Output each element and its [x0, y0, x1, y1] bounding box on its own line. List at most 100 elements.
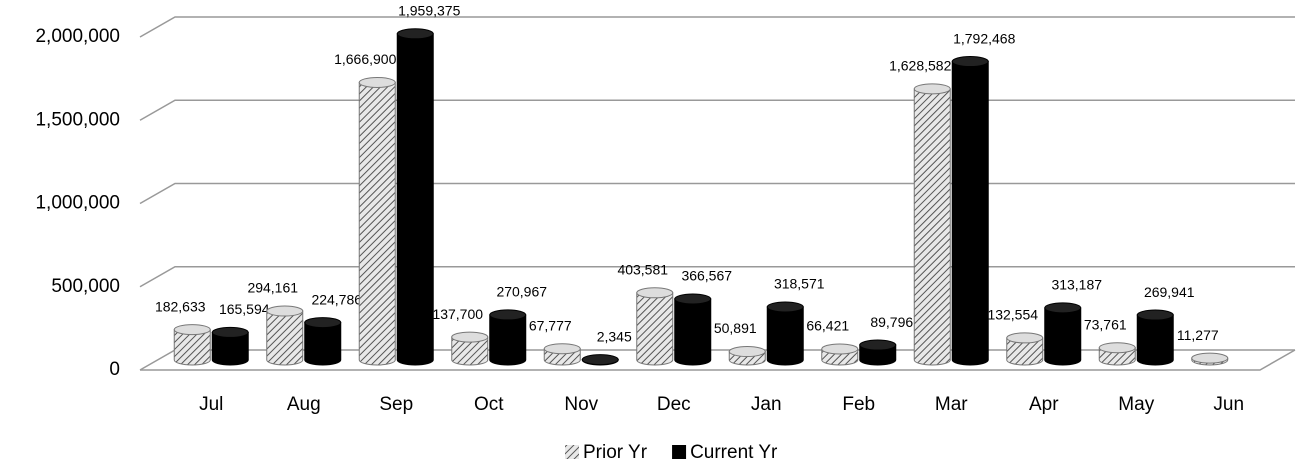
bar: [913, 83, 951, 366]
bar: [821, 343, 859, 366]
bar-top: [581, 354, 619, 366]
x-tick-label: Dec: [657, 394, 691, 415]
value-label: 73,761: [1084, 316, 1127, 332]
bar-top: [913, 83, 951, 95]
value-label: 1,628,582: [889, 58, 951, 74]
bar: [1098, 342, 1136, 366]
x-tick-label: May: [1118, 394, 1154, 415]
legend-label: Prior Yr: [583, 442, 648, 463]
bar-body: [358, 81, 396, 366]
x-tick-label: Jan: [751, 394, 782, 415]
bar: [766, 301, 804, 366]
bar-body: [451, 336, 489, 366]
bar-body: [913, 88, 951, 366]
bar-body: [211, 331, 249, 366]
bar-top: [1191, 352, 1229, 364]
value-label: 1,666,900: [334, 51, 396, 67]
grid-line: [139, 182, 1295, 205]
bar-top: [451, 331, 489, 343]
bar-top: [766, 301, 804, 313]
bar-top: [674, 293, 712, 305]
value-label: 11,277: [1177, 327, 1219, 343]
bar-body: [1006, 337, 1044, 366]
value-label: 132,554: [987, 307, 1038, 323]
bar: [728, 346, 766, 366]
bar-body: [1044, 307, 1082, 366]
value-label: 269,941: [1144, 284, 1195, 300]
value-label: 403,581: [617, 262, 668, 278]
value-label: 50,891: [714, 320, 757, 336]
bar: [304, 317, 342, 366]
value-label: 318,571: [774, 276, 825, 292]
bar: [173, 324, 211, 366]
bar-top: [173, 324, 211, 336]
x-tick-label: Mar: [935, 394, 968, 415]
y-tick-label: 1,500,000: [35, 109, 120, 130]
y-tick-label: 1,000,000: [35, 193, 120, 214]
bar-top: [1098, 342, 1136, 354]
floor: [140, 349, 1296, 371]
bar-body: [674, 298, 712, 366]
y-tick-label: 0: [109, 359, 120, 380]
value-label: 137,700: [432, 306, 483, 322]
value-label: 182,633: [155, 298, 206, 314]
value-label: 2,345: [597, 328, 632, 344]
bar-body: [951, 61, 989, 366]
grid-line: [139, 16, 1295, 38]
x-tick-label: Aug: [287, 394, 321, 415]
bar-body: [766, 306, 804, 366]
x-tick-label: Jun: [1213, 394, 1244, 415]
value-label: 294,161: [247, 280, 298, 296]
bar-top: [1044, 302, 1082, 314]
value-label: 224,786: [311, 291, 362, 307]
x-tick-label: Sep: [379, 394, 413, 415]
value-label: 89,796: [870, 314, 913, 330]
bar: [266, 305, 304, 366]
x-tick-label: Apr: [1029, 394, 1059, 415]
bar: [1006, 332, 1044, 366]
y-tick-label: 2,000,000: [35, 26, 120, 47]
bar: [1136, 309, 1174, 366]
value-label: 67,777: [529, 317, 572, 333]
bar-top: [489, 309, 527, 321]
bar: [451, 331, 489, 366]
value-label: 1,959,375: [398, 2, 460, 18]
bar-top: [951, 56, 989, 68]
bar-body: [1136, 314, 1174, 366]
bar: [211, 326, 249, 366]
bar-top: [543, 343, 581, 355]
bar-top: [358, 76, 396, 88]
value-label: 270,967: [496, 284, 547, 300]
bar-top: [266, 305, 304, 317]
bar: [581, 354, 619, 366]
bar: [489, 309, 527, 366]
value-label: 165,594: [219, 301, 270, 317]
bar-body: [859, 344, 897, 366]
legend-swatch: [672, 445, 687, 459]
legend-label: Current Yr: [690, 442, 778, 463]
value-label: 66,421: [806, 318, 849, 334]
grid-line: [139, 99, 1295, 121]
bar: [636, 287, 674, 366]
bar: [358, 76, 396, 366]
x-tick-label: Oct: [474, 394, 504, 415]
x-tick-label: Jul: [199, 394, 223, 415]
value-label: 313,187: [1051, 277, 1102, 293]
y-tick-label: 500,000: [51, 276, 120, 297]
bar-body: [266, 310, 304, 366]
bar-body: [173, 329, 211, 366]
x-tick-label: Nov: [564, 394, 598, 415]
legend-swatch: [565, 445, 579, 459]
bar-top: [1136, 309, 1174, 321]
bar: [396, 28, 434, 366]
value-label: 366,567: [681, 268, 732, 284]
bar: [1191, 352, 1229, 366]
bar-body: [304, 322, 342, 366]
bar-top: [1006, 332, 1044, 344]
bar-top: [211, 326, 249, 338]
bar: [859, 339, 897, 366]
bar-top: [304, 317, 342, 329]
bar-top: [728, 346, 766, 358]
bar: [674, 293, 712, 366]
